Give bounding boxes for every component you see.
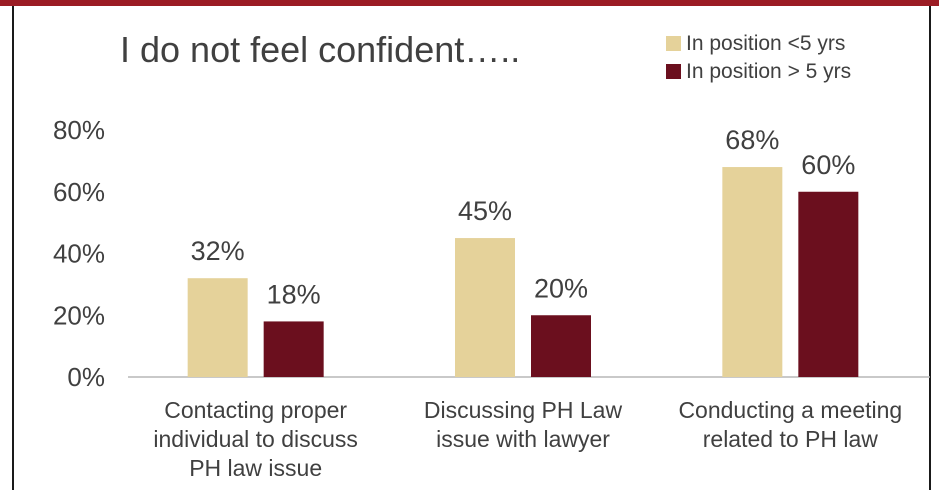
data-label: 20% <box>534 273 588 303</box>
data-labels: 32% 18% 45% 20% 68% 60% <box>191 125 856 309</box>
category-label: issue with lawyer <box>436 426 610 452</box>
category-label: PH law issue <box>189 455 322 481</box>
data-label: 60% <box>801 150 855 180</box>
bars <box>187 167 859 377</box>
data-label: 32% <box>191 236 245 266</box>
data-label: 45% <box>458 196 512 226</box>
category-label: Contacting proper <box>164 397 347 423</box>
legend-label: In position > 5 yrs <box>686 60 851 83</box>
y-tick-label: 60% <box>53 177 105 207</box>
y-tick-label: 0% <box>67 362 105 392</box>
legend-swatch-series2 <box>666 64 681 79</box>
category-label: related to PH law <box>703 426 879 452</box>
category-labels: Contacting proper individual to discuss PH… <box>153 397 902 481</box>
top-accent-bar <box>0 0 939 6</box>
category-label: individual to discuss <box>153 426 358 452</box>
data-label: 18% <box>267 279 321 309</box>
bar-series1-cat3 <box>722 167 783 377</box>
y-axis: 0% 20% 40% 60% 80% <box>53 115 105 392</box>
chart-title: I do not feel confident….. <box>120 29 520 70</box>
y-tick-label: 20% <box>53 300 105 330</box>
bar-series1-cat1 <box>187 278 248 377</box>
category-label: Discussing PH Law <box>424 397 623 423</box>
bar-series2-cat3 <box>798 191 859 377</box>
legend: In position <5 yrs In position > 5 yrs <box>666 32 851 83</box>
y-tick-label: 40% <box>53 239 105 269</box>
bar-series2-cat1 <box>263 321 324 377</box>
bar-series2-cat2 <box>531 315 591 377</box>
y-tick-label: 80% <box>53 115 105 145</box>
legend-swatch-series1 <box>666 36 681 51</box>
data-label: 68% <box>725 125 779 155</box>
bar-series1-cat2 <box>455 238 515 377</box>
category-label: Conducting a meeting <box>678 397 902 423</box>
legend-label: In position <5 yrs <box>686 32 845 55</box>
